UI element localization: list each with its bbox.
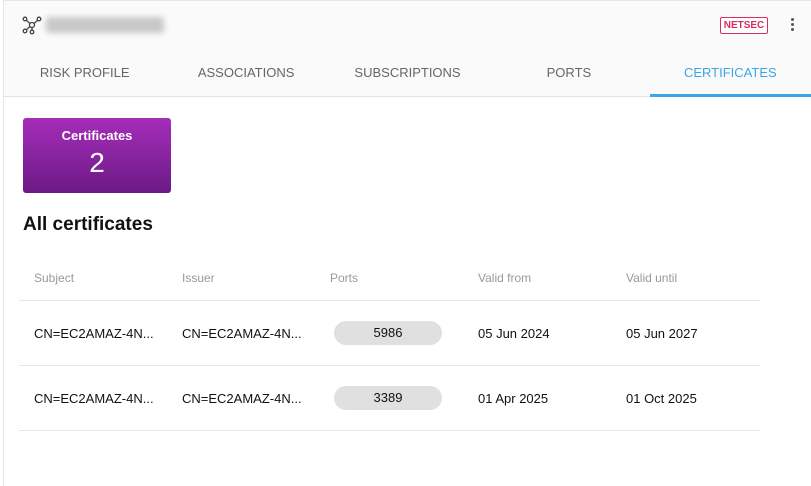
table-row[interactable]: CN=EC2AMAZ-4N... CN=EC2AMAZ-4N... 3389 0… [19,366,760,431]
network-node-icon [22,16,42,35]
port-chip[interactable]: 3389 [334,386,442,410]
port-chip[interactable]: 5986 [334,321,442,345]
tab-certificates[interactable]: CERTIFICATES [649,50,811,97]
more-options-icon[interactable] [787,16,797,36]
valid-from-cell: 05 Jun 2024 [478,325,550,341]
table-row[interactable]: CN=EC2AMAZ-4N... CN=EC2AMAZ-4N... 5986 0… [19,301,760,366]
valid-until-cell: 05 Jun 2027 [626,325,698,341]
tab-subscriptions[interactable]: SUBSCRIPTIONS [354,65,461,80]
ports-cell: 3389 [315,386,463,410]
subject-cell: CN=EC2AMAZ-4N... [34,325,154,341]
table-header: Subject Issuer Ports Valid from Valid un… [19,255,760,301]
issuer-cell: CN=EC2AMAZ-4N... [182,390,302,406]
column-header-valid-until[interactable]: Valid until [626,270,678,285]
certificates-table: Subject Issuer Ports Valid from Valid un… [19,255,760,431]
page-frame [3,0,811,486]
tab-ports[interactable]: PORTS [546,65,592,80]
column-header-valid-from[interactable]: Valid from [478,270,532,285]
valid-until-cell: 01 Oct 2025 [626,390,697,406]
valid-from-cell: 01 Apr 2025 [478,390,549,406]
section-title: All certificates [23,214,153,235]
tab-bar: RISK PROFILE ASSOCIATIONS SUBSCRIPTIONS … [4,50,811,97]
netsec-badge: NETSEC [720,17,768,34]
issuer-cell: CN=EC2AMAZ-4N... [182,325,302,341]
card-count: 2 [89,147,105,178]
column-header-subject[interactable]: Subject [34,270,75,285]
tab-risk-profile[interactable]: RISK PROFILE [39,65,130,80]
column-header-issuer[interactable]: Issuer [182,270,215,285]
asset-header: NETSEC [4,1,811,97]
ports-cell: 5986 [315,321,463,345]
tab-associations[interactable]: ASSOCIATIONS [197,65,295,80]
subject-cell: CN=EC2AMAZ-4N... [34,390,154,406]
certificates-count-card: Certificates 2 [23,118,171,193]
asset-title-redacted [46,17,164,33]
column-header-ports[interactable]: Ports [330,270,359,285]
card-label: Certificates [61,128,133,143]
